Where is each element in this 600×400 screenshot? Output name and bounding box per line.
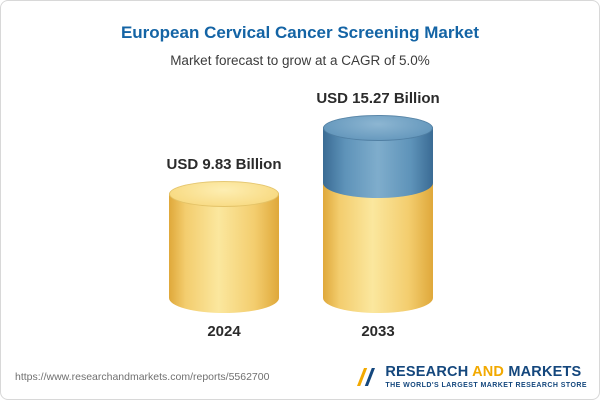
logo-word-research: RESEARCH bbox=[385, 364, 469, 380]
chart-title: European Cervical Cancer Screening Marke… bbox=[120, 23, 480, 42]
logo-wordmark: RESEARCH AND MARKETS bbox=[385, 364, 581, 380]
value-label-2024: USD 9.83 Billion bbox=[166, 156, 282, 173]
report-url: https://www.researchandmarkets.com/repor… bbox=[15, 371, 270, 383]
logo-word-and: AND bbox=[472, 364, 505, 380]
value-label-2033: USD 15.27 Billion bbox=[316, 90, 440, 107]
x-axis-label-2024: 2024 bbox=[207, 323, 241, 340]
bar-2024-top-ellipse bbox=[169, 181, 279, 207]
researchandmarkets-logo: RESEARCH AND MARKETS THE WORLD'S LARGEST… bbox=[354, 364, 587, 389]
bar-2033-top-ellipse bbox=[323, 115, 433, 141]
logo-word-markets: MARKETS bbox=[508, 364, 582, 380]
bar-2024 bbox=[169, 181, 279, 313]
chart-subtitle: Market forecast to grow at a CAGR of 5.0… bbox=[170, 53, 430, 68]
bar-2033 bbox=[323, 115, 433, 313]
logo-mark-icon bbox=[357, 367, 376, 386]
logo-tagline: THE WORLD'S LARGEST MARKET RESEARCH STOR… bbox=[385, 382, 587, 389]
logo-text: RESEARCH AND MARKETS THE WORLD'S LARGEST… bbox=[385, 364, 587, 389]
bar-2024-body bbox=[169, 194, 279, 313]
x-axis-label-2033: 2033 bbox=[361, 323, 395, 340]
